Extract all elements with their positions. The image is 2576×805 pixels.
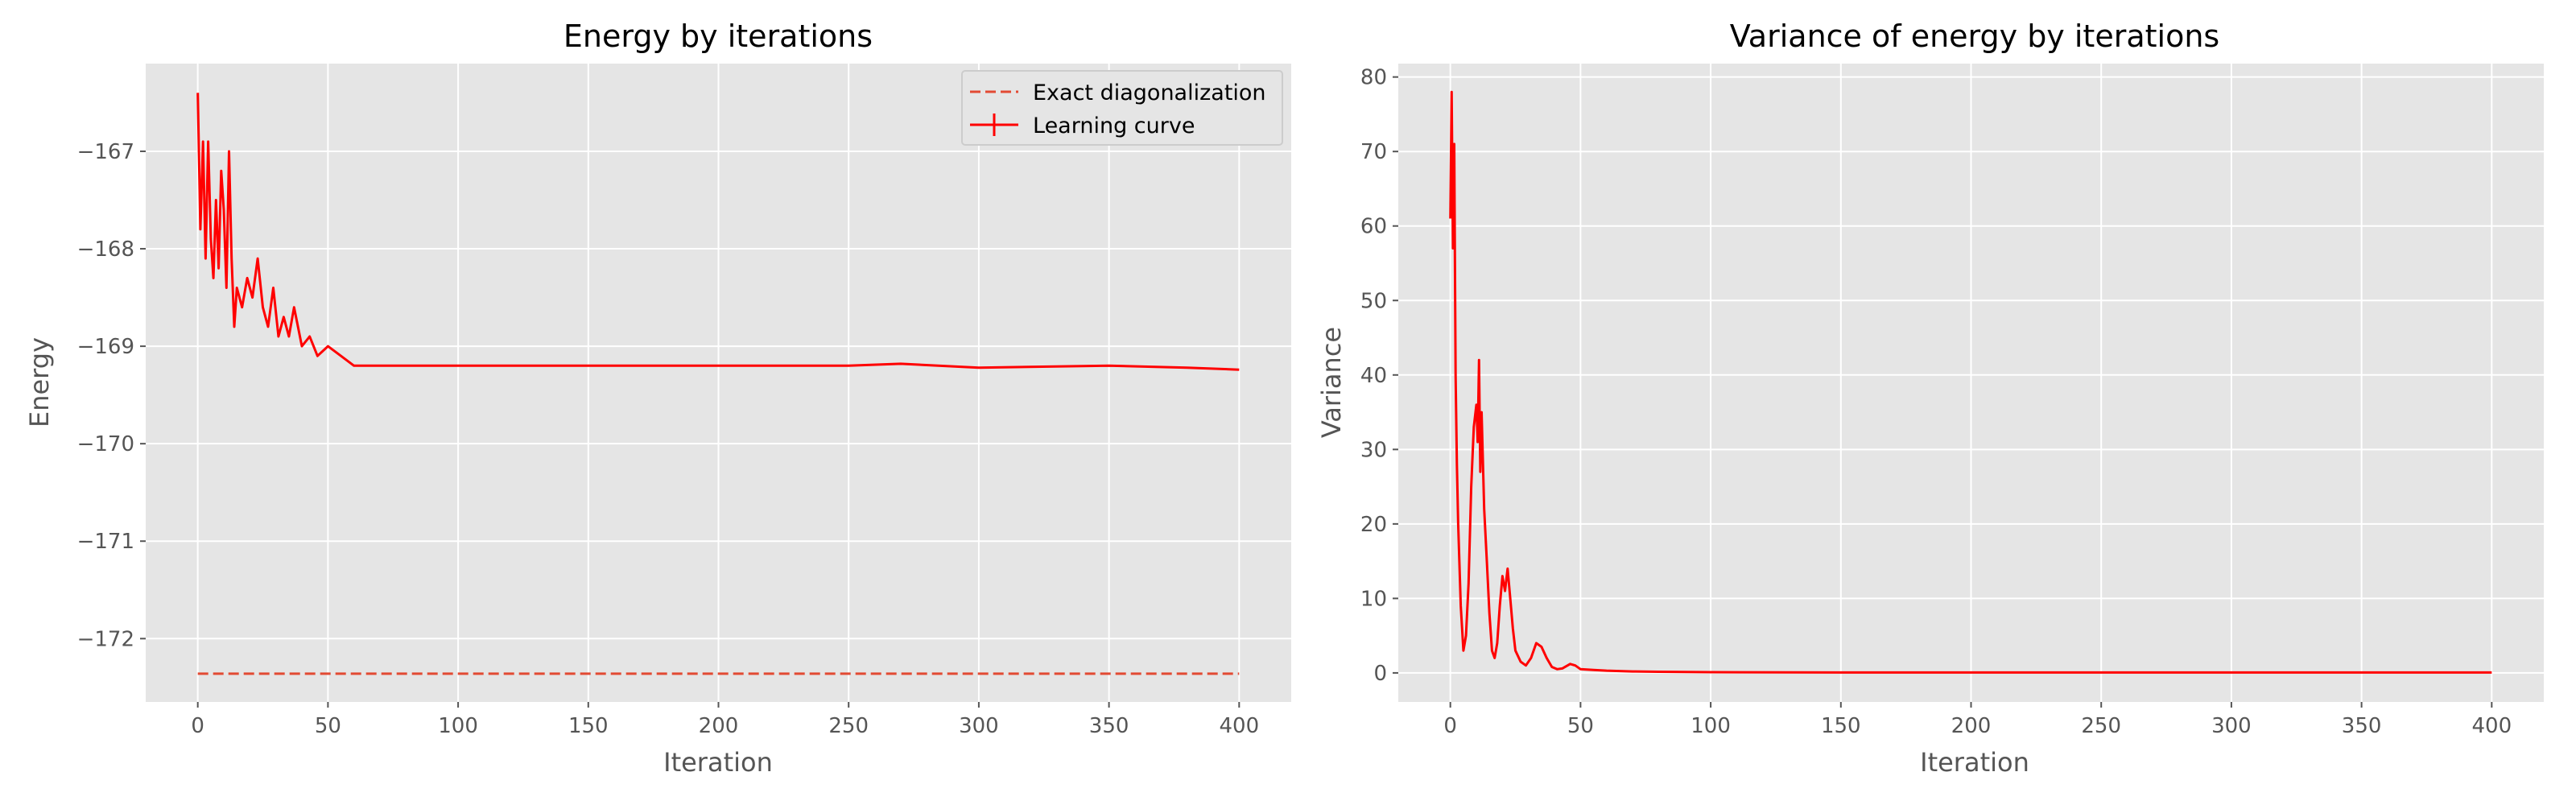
variance-x-tick-label: 50 (1567, 714, 1594, 738)
energy-y-axis-label: Energy (24, 337, 55, 427)
variance-y-tick-label: 70 (1360, 140, 1387, 164)
energy-x-tick-label: 100 (438, 714, 478, 738)
variance-chart-title: Variance of energy by iterations (1730, 19, 2219, 54)
energy-chart: 0 50 100 150 200 250 300 350 400 −172 −171 −170 −169… (24, 19, 1291, 778)
variance-y-tick-label: 50 (1360, 289, 1387, 313)
variance-line (1449, 90, 2492, 674)
variance-y-tick-label: 40 (1360, 364, 1387, 388)
variance-y-tick-label: 80 (1360, 66, 1387, 90)
energy-x-tick-label: 150 (568, 714, 609, 738)
energy-y-tick-label: −168 (77, 237, 134, 262)
variance-y-tick-label: 60 (1360, 215, 1387, 239)
energy-x-tick-label: 200 (699, 714, 739, 738)
variance-x-tick-label: 100 (1690, 714, 1731, 738)
energy-x-tick-label: 350 (1089, 714, 1129, 738)
energy-x-tick-label: 0 (191, 714, 204, 738)
energy-y-tick-label: −169 (77, 335, 134, 359)
variance-x-tick-label: 150 (1821, 714, 1861, 738)
energy-y-tick-label: −172 (77, 627, 134, 651)
legend-learning-curve-label: Learning curve (1033, 114, 1195, 138)
learning-curve-line (196, 93, 1240, 371)
energy-x-tick-label: 300 (959, 714, 999, 738)
energy-x-tick-label: 50 (315, 714, 341, 738)
energy-x-tick-label: 400 (1219, 714, 1259, 738)
energy-x-axis-label: Iteration (663, 747, 773, 778)
variance-y-tick-label: 0 (1373, 662, 1387, 686)
legend-exact-diagonalization-label: Exact diagonalization (1033, 80, 1266, 105)
energy-x-tick-label: 250 (828, 714, 869, 738)
variance-y-axis-label: Variance (1316, 327, 1347, 438)
energy-y-tick-label: −170 (77, 432, 134, 456)
variance-chart: 0 50 100 150 200 250 300 350 400 0 10 20 30 40 50 60 70 8… (1316, 19, 2544, 778)
variance-x-axis-label: Iteration (1920, 747, 2029, 778)
variance-y-tick-label: 30 (1360, 438, 1387, 462)
variance-x-tick-label: 200 (1951, 714, 1992, 738)
energy-legend: Exact diagonalization Learning curve (961, 70, 1283, 146)
variance-x-tick-label: 250 (2081, 714, 2121, 738)
variance-x-tick-label: 350 (2342, 714, 2382, 738)
variance-x-tick-label: 0 (1443, 714, 1457, 738)
legend-frame (961, 70, 1283, 146)
variance-x-tick-label: 400 (2471, 714, 2512, 738)
variance-y-tick-label: 20 (1360, 513, 1387, 537)
energy-y-tick-label: −171 (77, 530, 134, 554)
variance-x-tick-label: 300 (2211, 714, 2252, 738)
energy-chart-title: Energy by iterations (564, 19, 873, 54)
variance-y-tick-label: 10 (1360, 587, 1387, 611)
energy-y-tick-label: −167 (77, 140, 134, 164)
